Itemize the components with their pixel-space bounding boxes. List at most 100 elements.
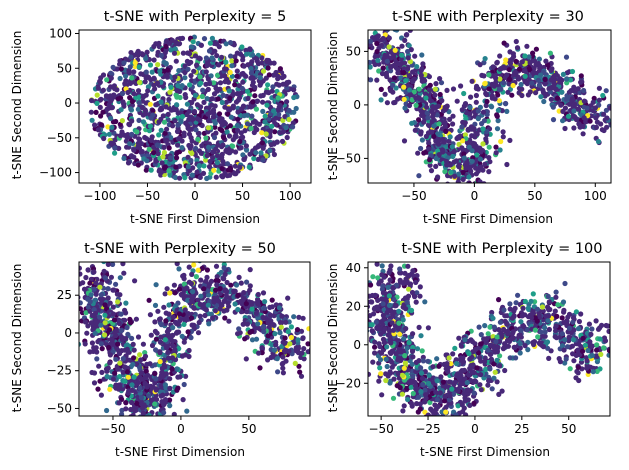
scatter-point bbox=[165, 111, 171, 117]
scatter-point bbox=[188, 59, 194, 65]
scatter-point bbox=[362, 42, 367, 47]
scatter-point bbox=[402, 37, 408, 44]
scatter-point bbox=[482, 355, 488, 361]
scatter-point bbox=[298, 373, 305, 379]
scatter-point bbox=[82, 319, 88, 325]
scatter-point bbox=[456, 171, 462, 177]
scatter-point bbox=[233, 99, 240, 105]
scatter-point bbox=[146, 428, 151, 433]
scatter-point bbox=[153, 41, 159, 47]
scatter-point bbox=[140, 341, 146, 347]
scatter-point bbox=[280, 365, 286, 371]
scatter-point bbox=[118, 66, 124, 72]
scatter-point bbox=[219, 127, 225, 133]
scatter-point bbox=[524, 43, 530, 49]
scatter-point bbox=[253, 56, 259, 62]
scatter-point bbox=[135, 334, 142, 340]
scatter-point bbox=[160, 113, 166, 119]
scatter-point bbox=[215, 298, 222, 304]
scatter-point bbox=[236, 274, 242, 280]
scatter-point bbox=[443, 128, 449, 134]
scatter-point bbox=[368, 38, 374, 44]
scatter-point bbox=[219, 154, 225, 161]
scatter-point bbox=[564, 76, 570, 82]
scatter-point bbox=[273, 342, 279, 348]
scatter-point bbox=[185, 66, 191, 72]
scatter-point bbox=[509, 56, 515, 63]
scatter-point bbox=[175, 82, 181, 89]
scatter-point bbox=[285, 329, 291, 335]
scatter-point bbox=[143, 55, 149, 62]
scatter-point bbox=[184, 408, 190, 414]
scatter-point bbox=[195, 297, 201, 303]
scatter-point bbox=[241, 113, 247, 119]
scatter-point bbox=[542, 81, 548, 87]
scatter-point bbox=[402, 295, 409, 301]
scatter-point bbox=[110, 64, 116, 70]
scatter-point bbox=[145, 84, 151, 90]
scatter-point bbox=[625, 357, 629, 362]
scatter-point bbox=[480, 167, 486, 173]
scatter-point bbox=[406, 102, 413, 109]
scatter-point bbox=[100, 87, 106, 93]
scatter-point bbox=[94, 92, 100, 98]
scatter-point bbox=[123, 406, 129, 412]
scatter-point bbox=[185, 123, 191, 129]
scatter-point bbox=[428, 168, 435, 174]
scatter-point bbox=[124, 346, 130, 352]
scatter-point bbox=[426, 87, 432, 93]
scatter-point bbox=[202, 312, 208, 319]
scatter-point bbox=[197, 301, 203, 307]
scatter-point bbox=[118, 107, 124, 113]
scatter-point bbox=[281, 348, 288, 354]
scatter-point bbox=[420, 61, 426, 67]
scatter-point bbox=[504, 161, 510, 168]
scatter-point bbox=[79, 271, 83, 277]
scatter-point bbox=[117, 275, 123, 281]
scatter-point bbox=[112, 150, 118, 156]
scatter-point bbox=[123, 73, 129, 79]
scatter-point bbox=[436, 414, 442, 416]
scatter-point bbox=[469, 338, 475, 345]
scatter-point bbox=[186, 108, 192, 114]
scatter-point bbox=[199, 93, 205, 100]
scatter-point bbox=[222, 288, 229, 294]
scatter-point bbox=[73, 265, 78, 270]
scatter-point bbox=[129, 118, 135, 124]
x-tick-label: 0 bbox=[191, 189, 199, 203]
scatter-point bbox=[515, 75, 521, 81]
scatter-point bbox=[102, 275, 108, 281]
scatter-point bbox=[120, 369, 126, 375]
scatter-point bbox=[120, 262, 126, 267]
scatter-point bbox=[98, 122, 105, 128]
scatter-point bbox=[174, 387, 180, 393]
scatter-point bbox=[106, 344, 112, 351]
scatter-point bbox=[140, 410, 146, 416]
scatter-point bbox=[109, 337, 115, 343]
scatter-point bbox=[422, 409, 428, 415]
scatter-point bbox=[368, 59, 373, 66]
scatter-point bbox=[119, 129, 125, 135]
scatter-point bbox=[136, 64, 142, 70]
scatter-point bbox=[194, 102, 200, 108]
scatter-point bbox=[167, 155, 174, 161]
y-axis-label: t-SNE Second Dimension bbox=[10, 264, 24, 413]
scatter-point bbox=[190, 289, 196, 295]
scatter-point bbox=[450, 86, 457, 92]
scatter-point bbox=[198, 277, 204, 283]
scatter-point bbox=[206, 321, 212, 327]
scatter-point bbox=[111, 287, 117, 293]
scatter-point bbox=[245, 95, 251, 101]
scatter-point bbox=[243, 73, 249, 79]
scatter-point bbox=[164, 286, 170, 292]
scatter-point bbox=[254, 126, 260, 133]
scatter-point bbox=[193, 145, 199, 152]
scatter-point bbox=[213, 85, 219, 91]
scatter-point bbox=[477, 179, 483, 183]
scatter-point bbox=[118, 328, 124, 334]
scatter-point bbox=[426, 74, 432, 80]
scatter-points bbox=[73, 262, 310, 433]
scatter-point bbox=[214, 282, 220, 288]
scatter-point bbox=[562, 337, 568, 343]
